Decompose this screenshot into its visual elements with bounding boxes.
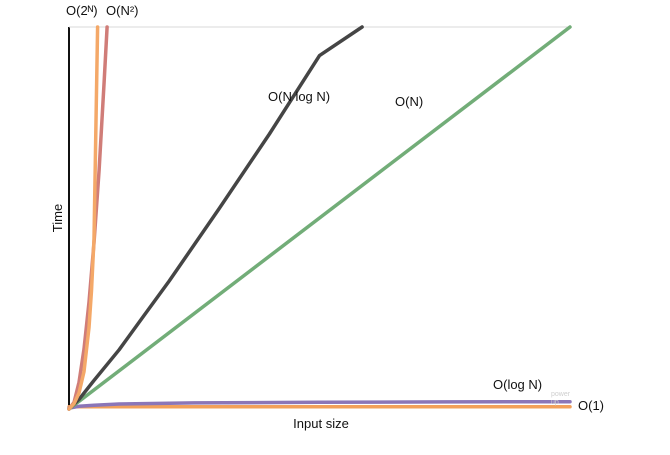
label-o-nlogn: O(N log N) <box>268 89 330 104</box>
x-axis-label: Input size <box>293 416 349 431</box>
series-line-2 <box>67 25 572 411</box>
label-o-logn: O(log N) <box>493 377 542 392</box>
watermark-line-1: power <box>551 391 571 398</box>
label-o-n: O(N) <box>395 94 423 109</box>
series-line-5 <box>67 25 100 411</box>
label-o-n2: O(N²) <box>106 3 139 18</box>
series-layer <box>67 25 572 411</box>
y-axis-label: Time <box>50 204 65 232</box>
series-line-1 <box>67 399 572 410</box>
label-o-1: O(1) <box>578 398 604 413</box>
watermark-line-2: up <box>551 399 559 406</box>
series-line-4 <box>67 25 109 411</box>
series-line-3 <box>67 25 364 411</box>
label-o-2n: O(2ᴺ) <box>66 3 98 18</box>
